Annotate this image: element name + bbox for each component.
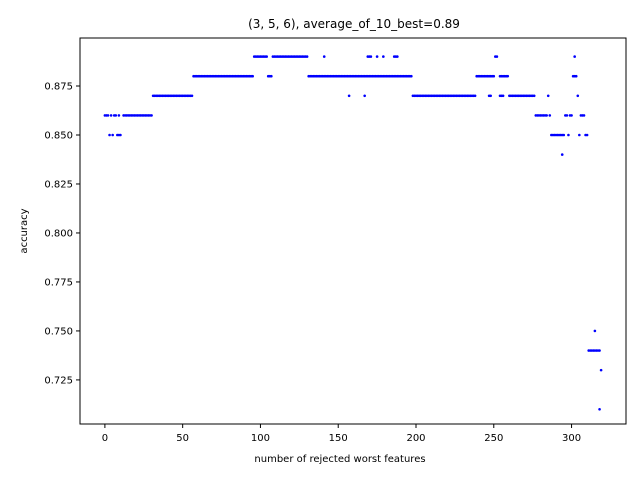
data-points — [103, 55, 603, 411]
data-point — [190, 94, 194, 98]
data-point — [489, 94, 492, 98]
y-tick-label: 0.800 — [44, 228, 73, 239]
data-point — [119, 133, 122, 137]
data-point — [322, 55, 326, 58]
data-point — [573, 55, 576, 58]
data-point — [117, 114, 121, 117]
x-tick-label: 50 — [176, 433, 189, 444]
x-tick-label: 0 — [102, 433, 108, 444]
data-point — [593, 329, 597, 333]
x-tick-label: 150 — [329, 433, 348, 444]
x-tick-label: 100 — [251, 433, 270, 444]
data-point — [495, 55, 499, 58]
data-point — [574, 74, 578, 78]
y-axis-label: accuracy — [19, 208, 30, 253]
data-point — [545, 114, 548, 117]
data-point — [578, 133, 581, 137]
data-point — [570, 114, 573, 117]
data-point — [548, 114, 552, 117]
data-point — [546, 94, 550, 98]
data-point — [106, 114, 110, 117]
data-point — [599, 368, 603, 372]
y-tick-label: 0.875 — [44, 82, 73, 93]
data-point — [473, 94, 477, 98]
data-point — [111, 133, 114, 137]
data-point — [598, 408, 601, 411]
data-point — [396, 55, 399, 58]
data-point — [506, 74, 510, 78]
y-axis-ticks: 0.725 0.750 0.775 0.800 0.825 0.850 0.875 — [44, 82, 80, 386]
data-point — [363, 94, 366, 98]
x-axis-label: number of rejected worst features — [254, 454, 425, 465]
data-point — [598, 349, 601, 352]
data-point — [109, 114, 113, 117]
data-point — [150, 114, 153, 117]
data-point — [576, 94, 580, 98]
data-point — [565, 114, 569, 117]
x-tick-label: 300 — [562, 433, 581, 444]
data-point — [492, 74, 496, 78]
data-point — [114, 114, 118, 117]
data-point — [270, 74, 273, 78]
y-tick-label: 0.775 — [44, 277, 73, 288]
data-point — [567, 133, 570, 137]
data-point — [562, 133, 566, 137]
plot-frame — [79, 37, 627, 425]
data-point — [382, 55, 385, 58]
y-tick-label: 0.750 — [44, 326, 73, 337]
data-point — [108, 133, 111, 137]
data-point — [305, 55, 309, 58]
chart-title: (3, 5, 6), average_of_10_best=0.89 — [248, 17, 460, 31]
data-point — [251, 74, 254, 78]
data-point — [585, 133, 589, 137]
y-tick-label: 0.725 — [44, 375, 73, 386]
data-point — [375, 55, 379, 58]
data-point — [410, 74, 413, 78]
y-tick-label: 0.825 — [44, 179, 73, 190]
data-point — [560, 153, 564, 156]
data-point — [501, 94, 505, 98]
y-tick-label: 0.850 — [44, 130, 73, 141]
x-tick-label: 200 — [406, 433, 425, 444]
data-point — [369, 55, 373, 58]
data-point — [265, 55, 268, 58]
x-axis-ticks: 0 50 100 150 200 250 300 — [102, 424, 581, 444]
plot-area — [80, 38, 626, 424]
x-tick-label: 250 — [484, 433, 503, 444]
data-point — [347, 94, 351, 98]
data-point — [532, 94, 536, 98]
data-point — [582, 114, 586, 117]
